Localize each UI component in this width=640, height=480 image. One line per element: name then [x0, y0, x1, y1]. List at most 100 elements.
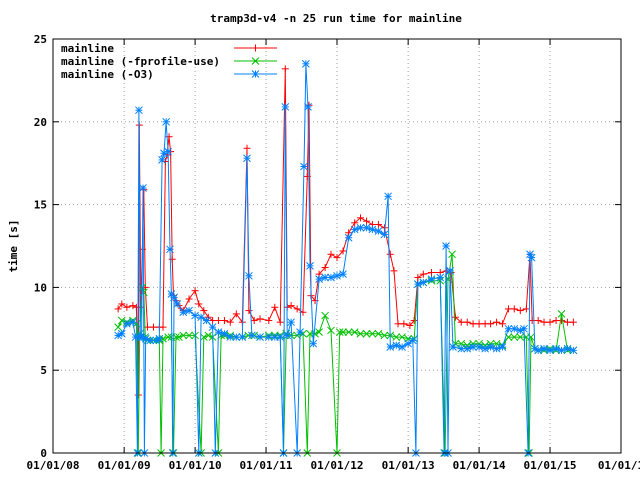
data-point	[527, 333, 535, 341]
data-point	[327, 273, 335, 282]
data-point	[449, 343, 457, 351]
data-point	[457, 318, 465, 326]
data-point	[357, 214, 365, 222]
data-point	[475, 343, 483, 351]
data-point	[300, 162, 308, 171]
data-point	[302, 59, 310, 68]
data-point	[315, 328, 323, 336]
data-point	[457, 344, 466, 353]
data-point	[451, 313, 459, 321]
data-point	[214, 317, 222, 325]
data-point	[170, 293, 178, 302]
data-point	[363, 217, 371, 225]
data-point	[527, 253, 536, 262]
data-point	[400, 320, 408, 328]
grid	[53, 39, 621, 453]
data-point	[557, 346, 566, 355]
data-point	[199, 333, 208, 341]
data-point	[446, 266, 454, 275]
data-point	[339, 270, 347, 279]
data-point	[569, 318, 577, 326]
data-point	[287, 331, 295, 340]
data-point	[114, 323, 122, 331]
x-tick-label: 01/01/09	[98, 459, 151, 472]
data-point	[442, 242, 450, 250]
data-point	[256, 333, 264, 341]
data-point	[204, 313, 212, 321]
data-point	[166, 245, 174, 254]
data-point	[410, 317, 418, 325]
data-point	[333, 254, 341, 262]
data-point	[281, 65, 289, 73]
data-point	[498, 320, 506, 328]
data-point	[386, 343, 395, 351]
data-point	[146, 336, 155, 345]
x-tick-label: 01/01/14	[453, 459, 506, 472]
data-point	[534, 317, 542, 325]
x-tick-label: 01/01/10	[169, 459, 222, 472]
y-tick-label: 25	[34, 33, 47, 46]
data-point	[123, 319, 131, 328]
data-point	[321, 311, 329, 320]
data-point	[487, 320, 495, 328]
data-point	[339, 328, 347, 336]
data-point	[191, 311, 199, 320]
x-tick-label: 01/01/08	[27, 459, 80, 472]
series-line	[117, 63, 574, 454]
data-point	[214, 328, 223, 336]
data-point	[281, 103, 290, 111]
data-point	[173, 300, 182, 308]
series-3	[114, 59, 578, 457]
data-point	[563, 344, 572, 353]
data-point	[327, 326, 335, 335]
data-point	[303, 172, 311, 180]
data-point	[448, 250, 456, 259]
data-point	[129, 302, 137, 310]
data-point	[350, 328, 359, 336]
data-point	[251, 70, 260, 78]
data-point	[569, 346, 578, 355]
data-point	[139, 184, 147, 192]
data-point	[118, 300, 126, 308]
data-point	[335, 328, 344, 336]
chart-title: tramp3d-v4 -n 25 run time for mainline	[210, 12, 462, 25]
y-tick-label: 15	[34, 199, 47, 212]
y-tick-label: 20	[34, 116, 47, 129]
data-point	[155, 334, 164, 343]
data-point	[344, 328, 353, 336]
data-point	[469, 320, 477, 328]
data-point	[374, 220, 382, 228]
data-point	[368, 329, 377, 338]
data-point	[226, 318, 234, 326]
data-point	[339, 247, 347, 255]
data-point	[380, 230, 389, 239]
data-point	[208, 323, 217, 331]
data-point	[419, 270, 427, 278]
data-point	[540, 344, 548, 353]
data-point	[226, 333, 235, 341]
data-point	[276, 318, 284, 326]
y-tick-label: 0	[40, 447, 47, 460]
data-point	[287, 318, 295, 327]
series-1	[114, 65, 577, 399]
data-point	[386, 250, 394, 258]
data-point	[475, 320, 483, 328]
data-point	[540, 318, 548, 326]
data-point	[164, 333, 172, 341]
data-point	[374, 329, 383, 338]
data-point	[204, 331, 213, 340]
data-point	[232, 333, 241, 341]
data-point	[135, 106, 143, 115]
data-point	[390, 267, 398, 275]
data-point	[481, 344, 489, 353]
data-point	[191, 331, 199, 340]
data-point	[117, 316, 126, 325]
data-point	[436, 273, 445, 282]
data-point	[283, 331, 292, 340]
data-point	[220, 317, 228, 325]
legend-label: mainline (-fprofile-use)	[61, 55, 220, 68]
plot-frame	[52, 38, 622, 454]
data-point	[114, 305, 122, 313]
